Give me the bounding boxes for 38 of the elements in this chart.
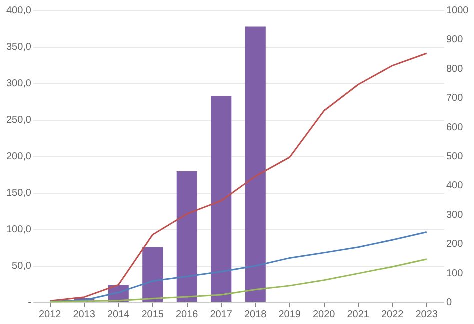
y-tick-label: 50,0 [12,261,32,272]
x-tick-label: 2015 [142,310,164,320]
x-tick-label: 2022 [382,310,404,320]
y-tick-label: 250,0 [6,115,32,126]
y-tick-label: 300,0 [6,78,32,90]
y2-tick-label: 600 [446,122,464,134]
y2-tick-label: 0 [446,298,452,308]
x-tick-label: 2023 [416,310,438,320]
x-tick-label: 2021 [347,310,370,320]
line-series [49,258,428,303]
y-tick-label: 400,0 [6,6,32,16]
x-tick-label: 2020 [313,310,336,320]
y2-tick-label: 1000 [446,6,470,16]
line-series [49,52,428,302]
bar [142,247,164,302]
y2-tick-label: 200 [446,239,464,250]
y2-tick-label: 300 [446,210,464,221]
y-tick-label: 350,0 [6,42,32,53]
y-tick-label: 100,0 [6,224,32,236]
y2-tick-label: 400 [446,180,464,192]
y2-tick-label: 100 [446,268,464,280]
y-tick-label: 150,0 [6,188,32,199]
y-tick-label: - [28,298,32,308]
bar [211,96,232,302]
y-tick-label: 200,0 [6,152,32,162]
y2-tick-label: 500 [446,152,464,162]
bar [176,171,198,302]
y2-tick-label: 700 [446,93,464,104]
x-tick-label: 2016 [176,310,199,320]
bar [245,26,266,302]
x-tick-label: 2012 [39,310,62,320]
y2-tick-label: 800 [446,64,464,75]
x-tick-label: 2018 [244,310,268,320]
x-tick-label: 2019 [278,310,302,320]
x-tick-label: 2017 [210,310,233,320]
x-tick-label: 2014 [108,310,130,320]
y2-tick-label: 900 [446,34,464,46]
x-tick-label: 2013 [73,310,96,320]
